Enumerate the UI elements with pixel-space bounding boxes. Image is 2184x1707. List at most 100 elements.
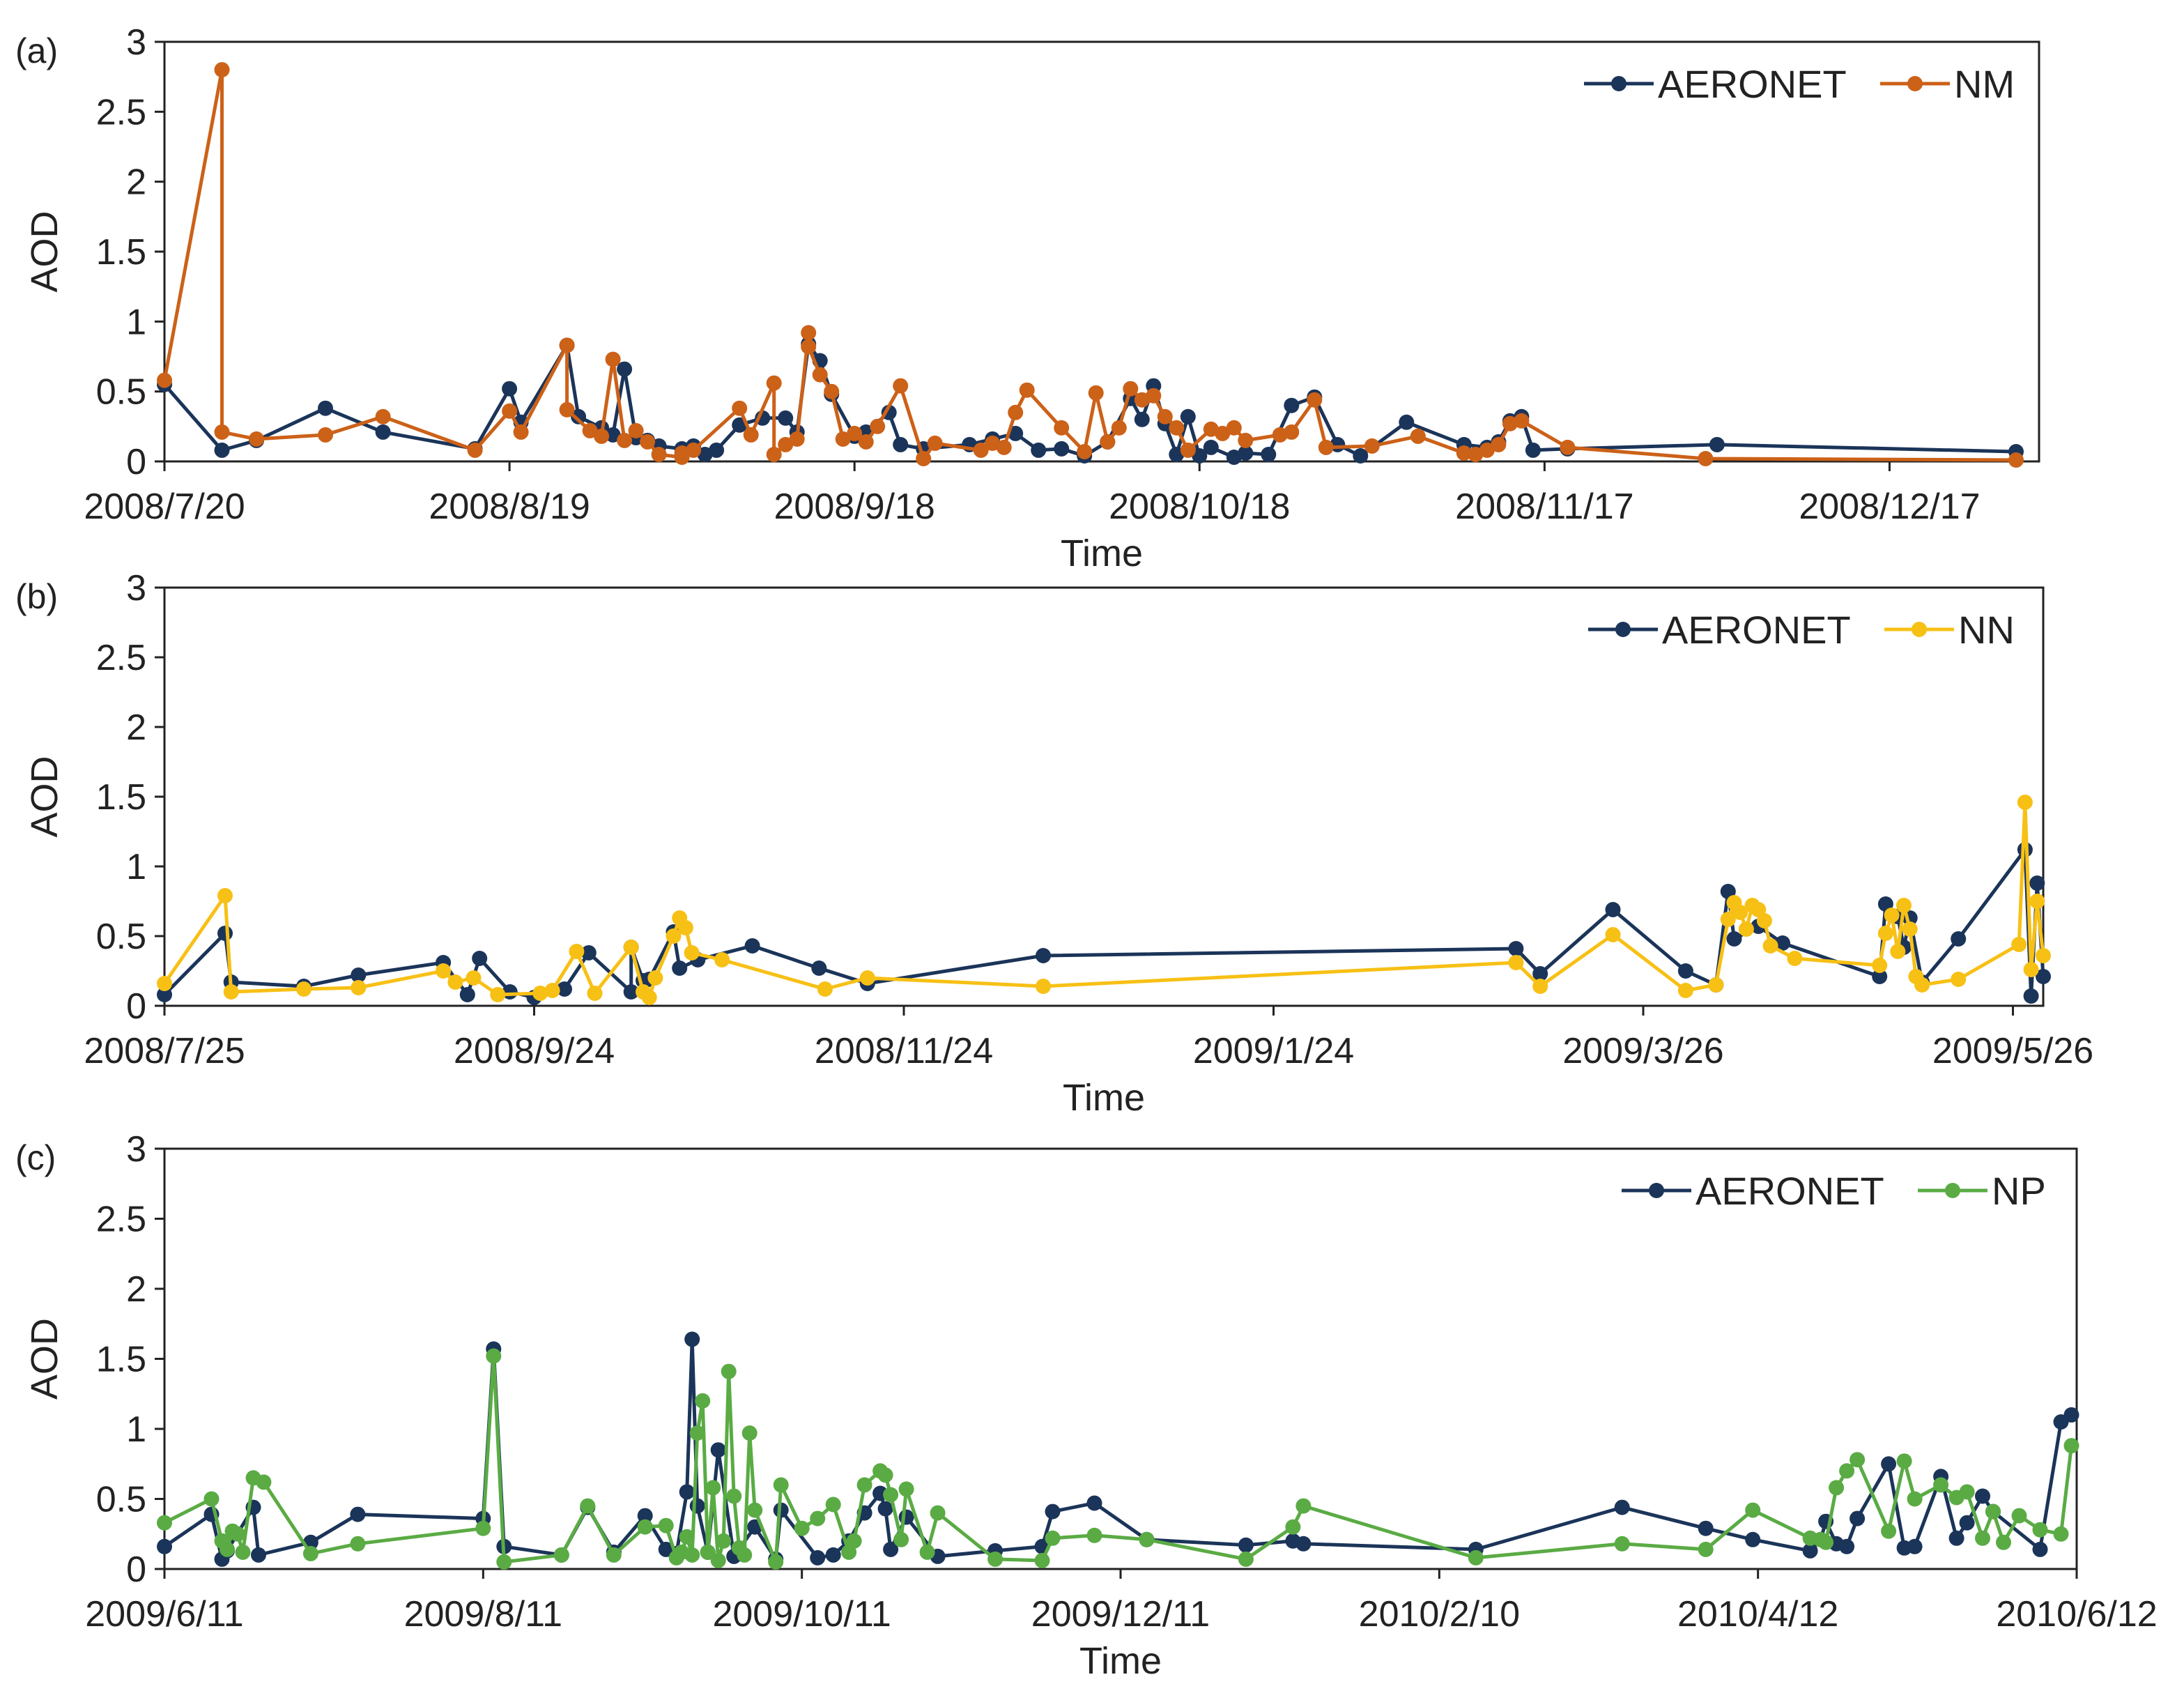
- data-point: [1468, 447, 1484, 462]
- data-point: [721, 1363, 737, 1379]
- data-point: [705, 1480, 721, 1496]
- data-point: [893, 378, 909, 394]
- data-point: [679, 1529, 695, 1545]
- data-point: [689, 1425, 705, 1441]
- x-tick-label: 2008/7/25: [84, 1031, 245, 1071]
- x-tick-label: 2008/9/24: [454, 1031, 615, 1071]
- data-point: [684, 1331, 700, 1347]
- data-point: [594, 428, 610, 444]
- data-point: [256, 1474, 272, 1490]
- data-point: [436, 963, 452, 979]
- data-point: [502, 403, 518, 419]
- data-point: [580, 945, 597, 960]
- legend: AERONET NM: [1584, 62, 2015, 106]
- data-point: [1215, 425, 1231, 441]
- y-tick-label: 2.5: [96, 92, 146, 132]
- legend-label: NM: [1954, 62, 2015, 106]
- data-point: [582, 422, 598, 438]
- data-point: [2029, 894, 2045, 909]
- data-point: [877, 1467, 893, 1483]
- data-point: [1238, 445, 1254, 461]
- data-point: [801, 325, 817, 341]
- data-point: [1134, 411, 1150, 427]
- data-point: [1045, 1503, 1061, 1520]
- x-tick-label: 2008/8/19: [429, 487, 590, 527]
- data-point: [1468, 1549, 1484, 1566]
- data-point: [847, 425, 863, 441]
- data-point: [623, 940, 639, 955]
- data-point: [710, 1552, 726, 1568]
- data-point: [553, 1547, 569, 1563]
- data-point: [789, 431, 805, 447]
- x-axis-label: Time: [1063, 1077, 1145, 1119]
- data-point: [1726, 931, 1742, 947]
- data-point: [475, 1520, 491, 1536]
- legend-label: NP: [1992, 1169, 2046, 1213]
- data-point: [658, 1517, 674, 1533]
- data-point: [1933, 1477, 1949, 1493]
- data-point: [987, 1551, 1003, 1567]
- data-point: [1720, 912, 1736, 927]
- data-point: [1975, 1530, 1990, 1546]
- data-point: [1951, 972, 1967, 987]
- data-point: [2011, 1508, 2027, 1524]
- data-point: [1036, 948, 1051, 963]
- data-point: [651, 447, 667, 462]
- data-point: [1914, 977, 1930, 993]
- x-tick-label: 2008/11/17: [1455, 487, 1633, 527]
- data-point: [2063, 1438, 2079, 1454]
- data-point: [513, 424, 529, 440]
- data-point: [157, 987, 172, 1002]
- data-point: [1479, 442, 1495, 458]
- x-tick-label: 2010/2/10: [1359, 1594, 1520, 1635]
- x-tick-label: 2008/10/18: [1109, 487, 1290, 527]
- data-point: [1284, 397, 1300, 413]
- data-point: [1762, 938, 1778, 954]
- data-point: [637, 1508, 653, 1524]
- series-line: [163, 342, 2017, 459]
- data-point: [318, 427, 333, 443]
- data-point: [2036, 948, 2051, 963]
- data-point: [350, 1536, 366, 1552]
- data-point: [1985, 1503, 2001, 1520]
- x-axis-label: Time: [1061, 533, 1143, 574]
- data-point: [1410, 428, 1426, 444]
- series-line: [163, 1354, 2073, 1564]
- data-point: [1307, 392, 1323, 408]
- y-tick-label: 0.5: [96, 372, 146, 413]
- data-point: [811, 960, 827, 976]
- data-point: [794, 1520, 810, 1536]
- data-point: [1698, 1541, 1714, 1557]
- data-point: [996, 439, 1012, 455]
- data-point: [1738, 921, 1754, 937]
- data-point: [1907, 1491, 1923, 1507]
- x-tick-label: 2008/7/20: [84, 487, 245, 527]
- data-point: [459, 987, 475, 1002]
- data-point: [1677, 963, 1693, 979]
- data-point: [1086, 1527, 1102, 1543]
- data-point: [2008, 452, 2024, 468]
- data-point: [2023, 962, 2039, 977]
- data-point: [617, 432, 633, 448]
- y-tick-label: 1.5: [96, 232, 146, 273]
- data-point: [859, 970, 875, 986]
- data-point: [1698, 451, 1714, 466]
- data-point: [898, 1509, 914, 1525]
- data-point: [557, 981, 572, 997]
- data-point: [1054, 420, 1070, 436]
- data-point: [1896, 898, 1912, 913]
- data-point: [1318, 439, 1334, 455]
- y-tick-label: 3: [126, 22, 146, 63]
- data-point: [1226, 450, 1242, 465]
- data-point: [2029, 875, 2045, 891]
- legend-marker: [1907, 76, 1923, 91]
- data-point: [744, 938, 760, 954]
- data-point: [1818, 1534, 1834, 1550]
- data-point: [580, 1498, 596, 1514]
- data-point: [490, 987, 506, 1002]
- data-point: [2017, 795, 2033, 810]
- data-point: [732, 400, 748, 416]
- data-point: [1532, 979, 1548, 994]
- data-point: [230, 1526, 245, 1542]
